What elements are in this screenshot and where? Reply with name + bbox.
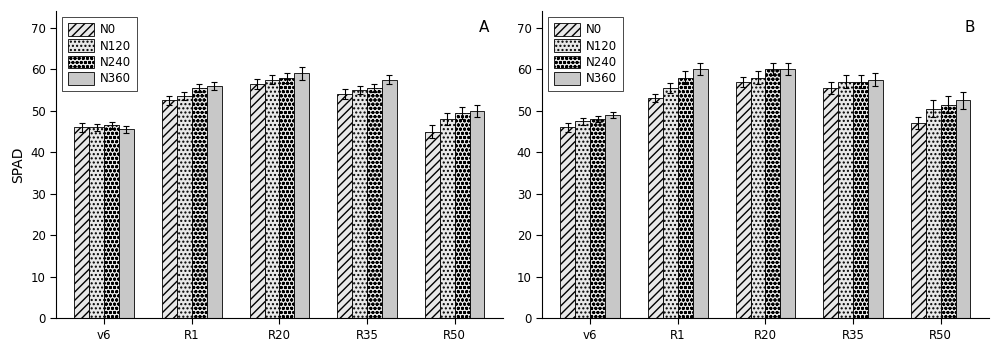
Bar — [294, 73, 309, 318]
Bar — [575, 121, 590, 318]
Bar — [207, 86, 222, 318]
Bar — [104, 125, 119, 318]
Bar — [868, 80, 883, 318]
Bar — [89, 127, 104, 318]
Bar — [367, 88, 382, 318]
Bar — [941, 104, 956, 318]
Bar — [279, 78, 294, 318]
Bar — [74, 127, 89, 318]
Text: A: A — [479, 20, 489, 35]
Bar — [470, 111, 484, 318]
Bar — [605, 115, 620, 318]
Bar — [956, 100, 970, 318]
Bar — [382, 80, 397, 318]
Bar — [765, 69, 780, 318]
Bar — [736, 82, 751, 318]
Bar — [911, 123, 926, 318]
Legend: N0, N120, N240, N360: N0, N120, N240, N360 — [548, 17, 623, 91]
Bar — [853, 82, 868, 318]
Bar — [751, 78, 765, 318]
Bar — [590, 119, 605, 318]
Bar — [250, 84, 265, 318]
Bar — [455, 113, 470, 318]
Bar — [780, 69, 795, 318]
Bar — [648, 98, 663, 318]
Y-axis label: SPAD: SPAD — [11, 146, 25, 183]
Bar — [440, 119, 455, 318]
Bar — [192, 88, 207, 318]
Bar — [838, 82, 853, 318]
Bar — [177, 96, 192, 318]
Bar — [560, 127, 575, 318]
Bar — [693, 69, 708, 318]
Bar — [119, 130, 134, 318]
Bar — [663, 88, 678, 318]
Text: B: B — [965, 20, 975, 35]
Bar — [926, 109, 941, 318]
Legend: N0, N120, N240, N360: N0, N120, N240, N360 — [62, 17, 137, 91]
Bar — [337, 94, 352, 318]
Bar — [265, 80, 279, 318]
Bar — [823, 88, 838, 318]
Bar — [352, 90, 367, 318]
Bar — [162, 100, 177, 318]
Bar — [425, 132, 440, 318]
Bar — [678, 78, 693, 318]
